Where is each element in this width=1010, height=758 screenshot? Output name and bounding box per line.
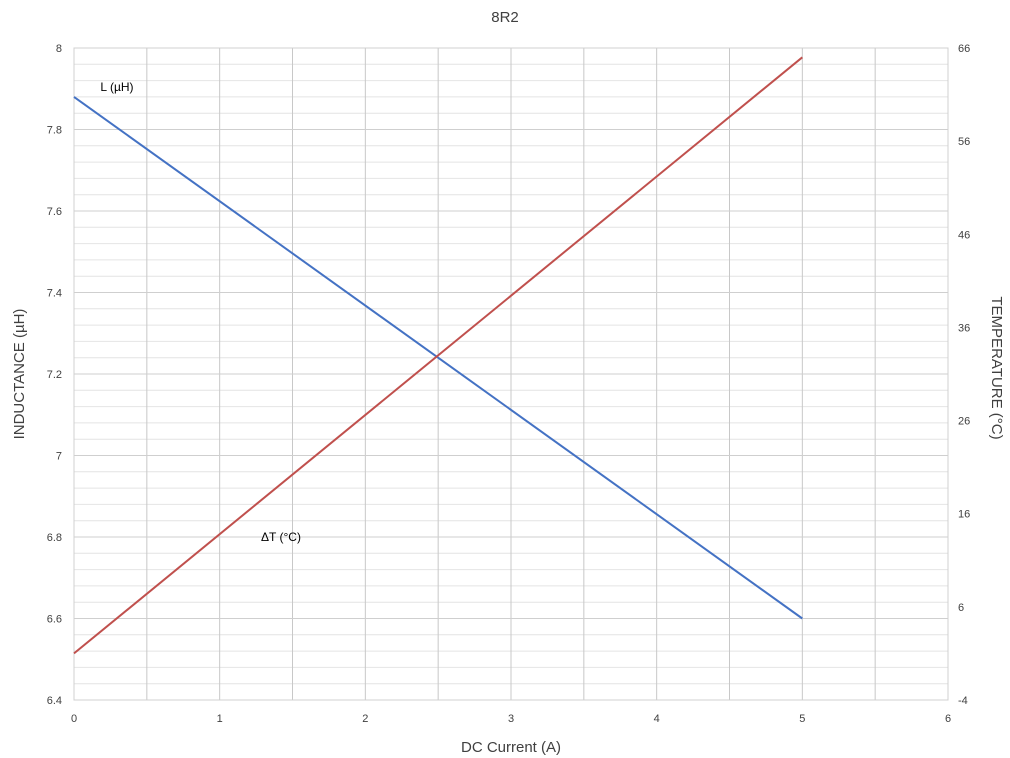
x-tick-label: 1: [217, 713, 223, 725]
y2-tick-label: 46: [958, 229, 970, 241]
y-tick-label: 7.2: [47, 369, 62, 381]
y-axis-ticks: 6.4 6.6 6.8 7 7.2 7.4 7.6 7.8 8: [47, 43, 62, 707]
series-layer: [73, 56, 803, 655]
y-tick-label: 6.4: [47, 695, 62, 707]
y2-tick-label: -4: [958, 695, 968, 707]
x-axis-title: DC Current (A): [461, 739, 561, 756]
y-tick-label: 7: [56, 451, 62, 463]
x-tick-label: 3: [508, 713, 514, 725]
y2-tick-label: 16: [958, 509, 970, 521]
y-axis-title: INDUCTANCE (µH): [11, 309, 28, 440]
x-tick-label: 0: [71, 713, 77, 725]
x-tick-label: 4: [654, 713, 660, 725]
y-tick-label: 6.8: [47, 532, 62, 544]
major-gridlines: [74, 48, 948, 700]
y2-tick-label: 66: [958, 43, 970, 55]
y-tick-label: 6.6: [47, 614, 62, 626]
chart-title: 8R2: [491, 9, 519, 26]
x-axis-ticks: 0 1 2 3 4 5 6: [71, 713, 951, 725]
y2-axis-ticks: -4 6 16 26 36 46 56 66: [958, 43, 970, 707]
x-tick-label: 2: [362, 713, 368, 725]
y-tick-label: 7.8: [47, 125, 62, 137]
y2-tick-label: 6: [958, 602, 964, 614]
inductance-series-line: [73, 96, 803, 620]
plot-area-frame: [73, 47, 949, 701]
x-tick-label: 5: [799, 713, 805, 725]
y2-tick-label: 56: [958, 136, 970, 148]
y2-tick-label: 26: [958, 416, 970, 428]
temperature-rise-series-line: [73, 56, 803, 655]
series-annotations: L (µH) ΔT (°C): [100, 80, 301, 544]
y2-tick-label: 36: [958, 322, 970, 334]
temperature-rise-series-label: ΔT (°C): [261, 530, 301, 544]
y-tick-label: 7.4: [47, 288, 62, 300]
y-tick-label: 7.6: [47, 206, 62, 218]
y2-axis-title: TEMPERATURE (°C): [988, 296, 1005, 439]
y-tick-label: 8: [56, 43, 62, 55]
inductance-series-label: L (µH): [100, 80, 133, 94]
x-tick-label: 6: [945, 713, 951, 725]
